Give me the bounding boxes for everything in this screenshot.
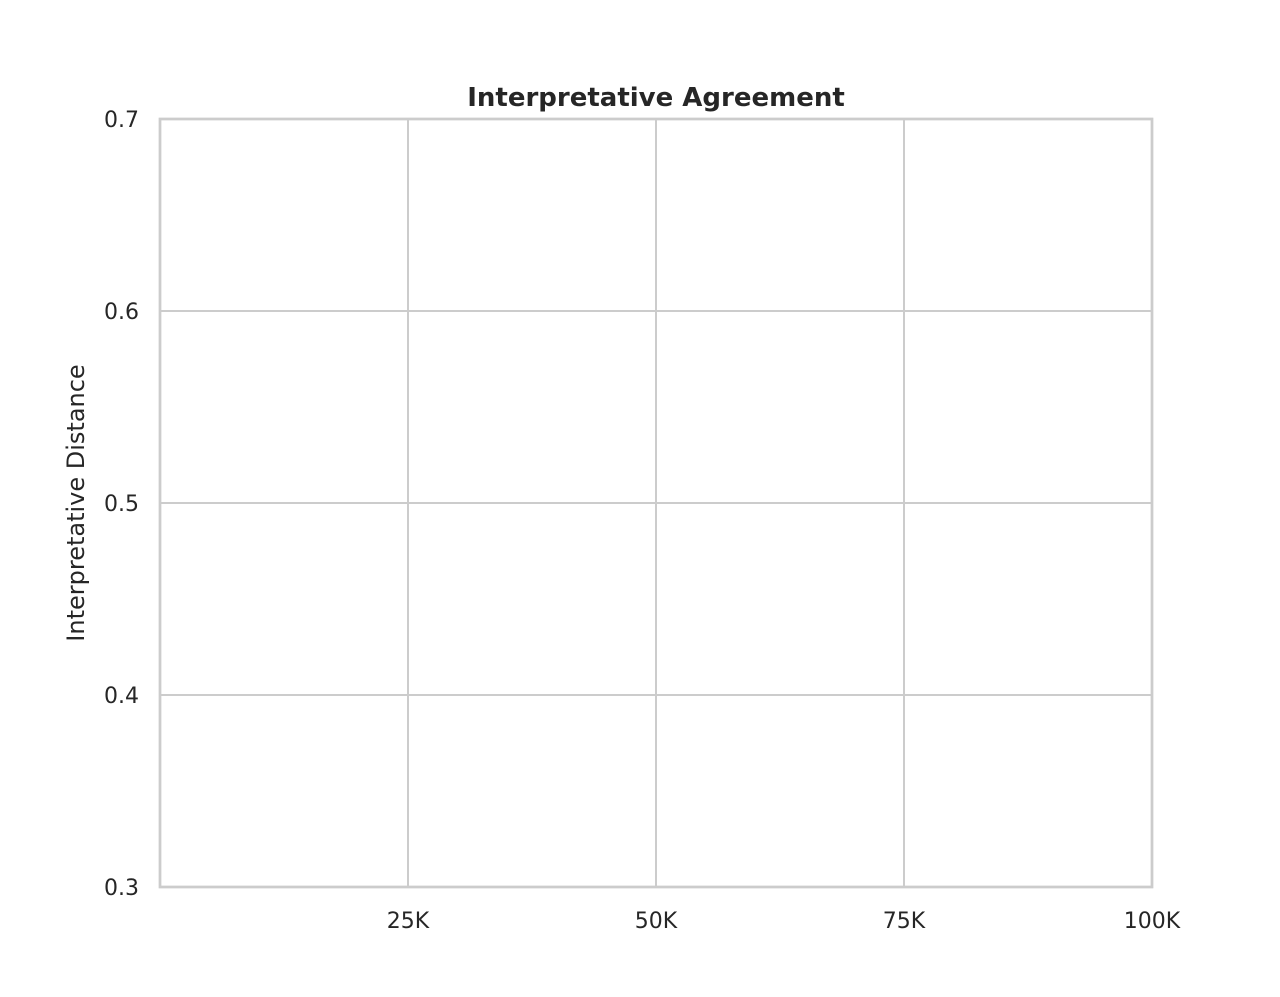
y-tick-label: 0.5 [104, 492, 139, 517]
y-tick-label: 0.3 [104, 876, 139, 901]
y-tick-label: 0.4 [104, 684, 139, 709]
chart-title: Interpretative Agreement [467, 83, 845, 113]
y-tick-label: 0.6 [104, 300, 139, 325]
x-tick-label: 75K [883, 909, 926, 934]
y-tick-label: 0.7 [104, 108, 139, 133]
y-axis-ticks: 0.3 0.4 0.5 0.6 0.7 [104, 108, 139, 901]
plot-frame-border [158, 117, 1154, 889]
x-tick-label: 50K [635, 909, 678, 934]
x-tick-label: 100K [1124, 909, 1181, 934]
gridlines [160, 119, 1152, 887]
x-axis-ticks: 25K 50K 75K 100K [387, 909, 1181, 934]
y-axis-label: Interpretative Distance [62, 364, 90, 641]
plot-area [158, 117, 1154, 889]
x-tick-label: 25K [387, 909, 430, 934]
